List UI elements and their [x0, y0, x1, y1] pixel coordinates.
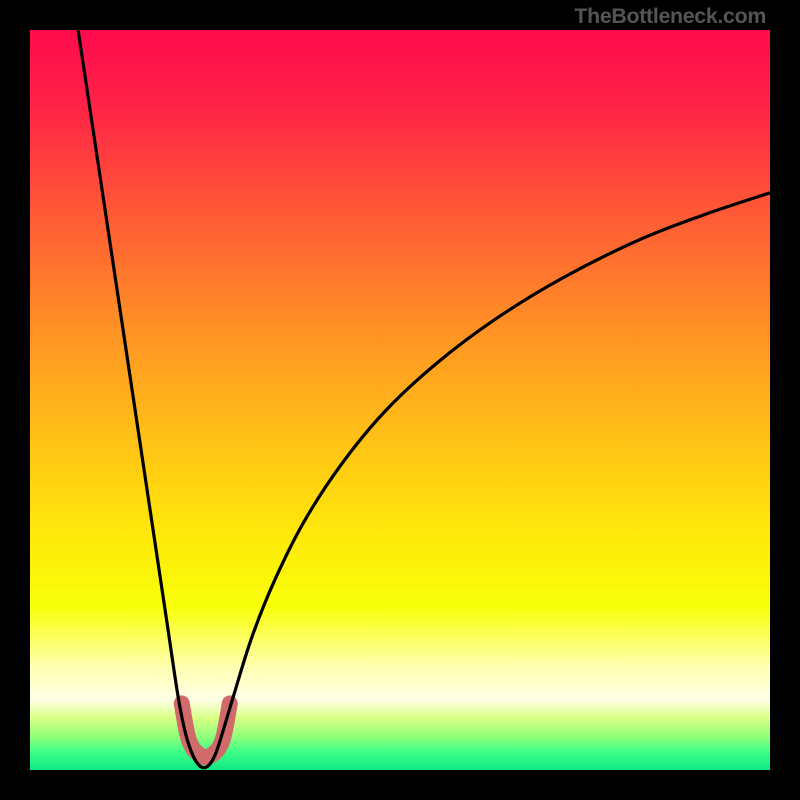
main-curve — [78, 30, 770, 768]
chart-frame: TheBottleneck.com — [0, 0, 800, 800]
watermark: TheBottleneck.com — [574, 4, 766, 29]
curve-overlay — [30, 30, 770, 770]
plot-area — [30, 30, 770, 770]
